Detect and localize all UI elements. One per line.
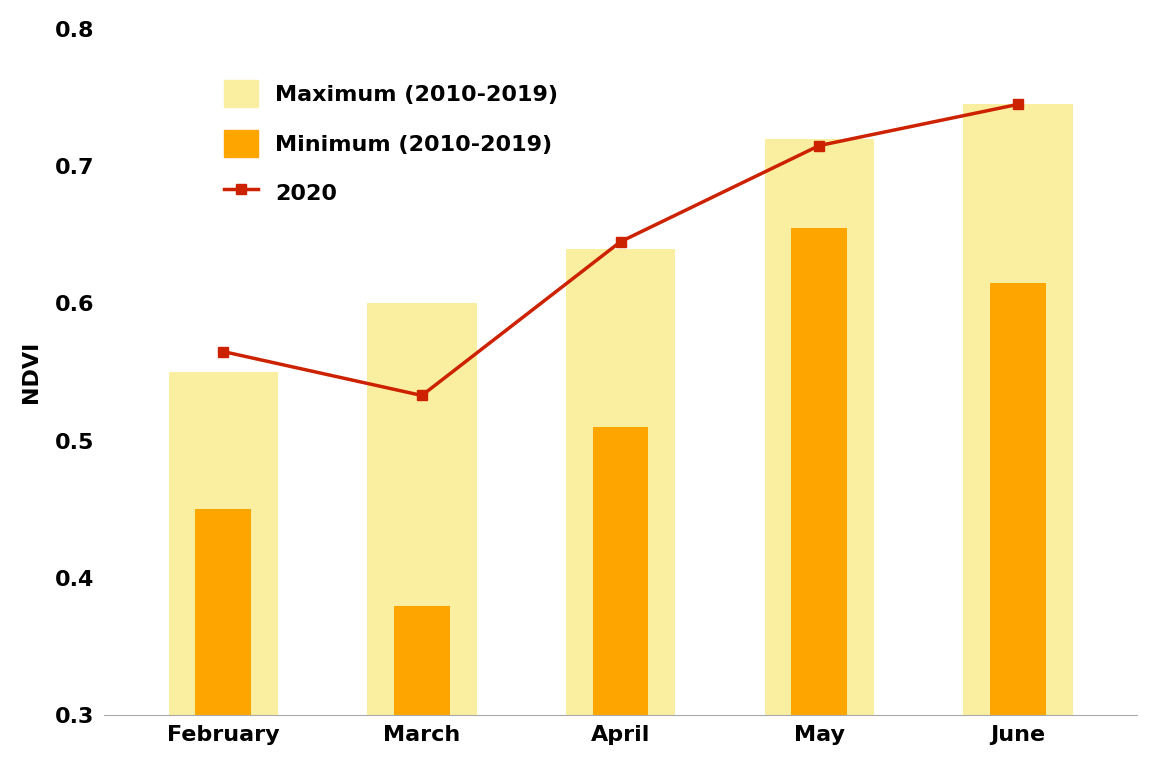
Bar xyxy=(990,283,1046,715)
Bar xyxy=(367,303,476,715)
Bar xyxy=(593,427,648,715)
Bar xyxy=(791,228,846,715)
Bar xyxy=(566,248,675,715)
Bar xyxy=(764,139,874,715)
Bar xyxy=(196,509,251,715)
Bar xyxy=(394,606,449,715)
Bar xyxy=(963,104,1072,715)
Bar xyxy=(169,372,278,715)
Legend: Maximum (2010-2019), Minimum (2010-2019), 2020: Maximum (2010-2019), Minimum (2010-2019)… xyxy=(198,54,585,233)
Y-axis label: NDVI: NDVI xyxy=(21,341,41,403)
